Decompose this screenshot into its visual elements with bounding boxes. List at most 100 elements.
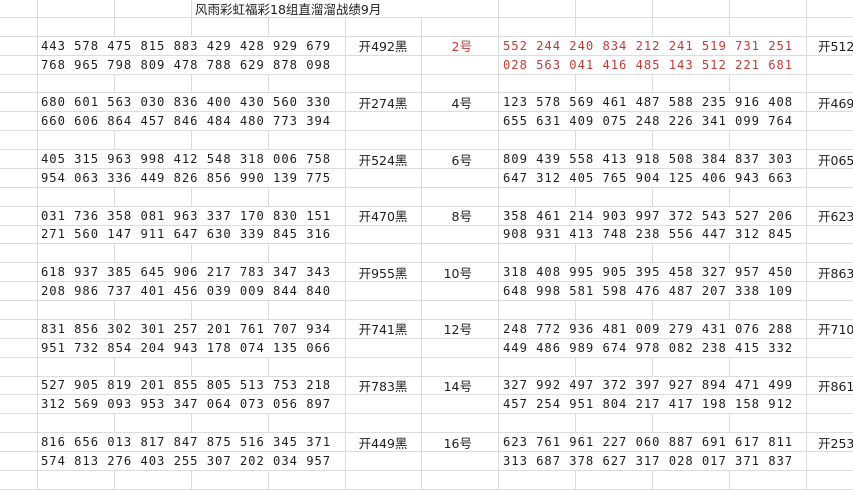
left-numbers[interactable]: 831 856 302 301 257 201 761 707 934 <box>41 321 332 336</box>
right-numbers[interactable]: 457 254 951 804 217 417 198 158 912 <box>503 397 794 412</box>
gridline <box>191 357 192 376</box>
right-result[interactable]: 开253 <box>818 435 853 451</box>
gridline <box>114 357 115 376</box>
left-numbers[interactable]: 618 937 385 645 906 217 783 347 343 <box>41 265 332 280</box>
group-number[interactable]: 10号 <box>443 265 472 281</box>
right-numbers[interactable]: 809 439 558 413 918 508 384 837 303 <box>503 152 794 166</box>
right-result[interactable]: 开710 <box>818 322 853 338</box>
left-numbers[interactable]: 680 601 563 030 836 400 430 560 330 <box>41 95 332 110</box>
gridline <box>729 0 730 17</box>
right-numbers[interactable]: 449 486 989 674 978 082 238 415 332 <box>503 340 794 355</box>
gridline <box>345 36 346 55</box>
right-result[interactable]: 开863 <box>818 265 853 281</box>
right-numbers[interactable]: 313 687 378 627 317 028 017 371 837 <box>503 453 794 468</box>
gridline <box>37 357 38 376</box>
gridline <box>652 357 653 376</box>
gridline <box>37 225 38 244</box>
left-numbers[interactable]: 443 578 475 815 883 429 428 929 679 <box>41 38 332 53</box>
gridline <box>806 357 807 376</box>
gridline <box>806 433 807 451</box>
left-result[interactable]: 开741黑 <box>358 322 408 338</box>
right-numbers[interactable]: 908 931 413 748 238 556 447 312 845 <box>503 227 794 242</box>
group-number[interactable]: 12号 <box>443 322 472 338</box>
gridline <box>345 168 346 187</box>
right-numbers[interactable]: 028 563 041 416 485 143 512 221 681 <box>503 57 794 72</box>
left-result[interactable]: 开274黑 <box>358 95 408 111</box>
gridline <box>421 452 422 470</box>
right-result[interactable]: 开469 <box>818 95 853 111</box>
gridline <box>729 244 730 263</box>
right-numbers[interactable]: 123 578 569 461 487 588 235 916 408 <box>503 95 794 110</box>
group-number[interactable]: 4号 <box>451 95 472 111</box>
left-result[interactable]: 开492黑 <box>358 39 408 55</box>
blank-row <box>0 131 853 151</box>
gridline <box>345 338 346 357</box>
left-result[interactable]: 开524黑 <box>358 152 408 168</box>
right-numbers[interactable]: 327 992 497 372 397 927 894 471 499 <box>503 378 794 393</box>
gridline <box>114 74 115 93</box>
gridline <box>37 112 38 131</box>
gridline <box>421 395 422 414</box>
gridline <box>421 131 422 150</box>
table-row: 405 315 963 998 412 548 318 006 758 809 4… <box>0 150 853 169</box>
gridline <box>498 168 499 187</box>
gridline <box>652 414 653 433</box>
left-numbers[interactable]: 527 905 819 201 855 805 513 753 218 <box>41 378 332 393</box>
left-result[interactable]: 开955黑 <box>358 265 408 281</box>
gridline <box>729 18 730 36</box>
group-number[interactable]: 2号 <box>451 39 472 55</box>
group-number[interactable]: 8号 <box>451 209 472 225</box>
group-number[interactable]: 14号 <box>443 378 472 394</box>
right-numbers[interactable]: 648 998 581 598 476 487 207 338 109 <box>503 284 794 299</box>
right-numbers[interactable]: 358 461 214 903 997 372 543 527 206 <box>503 208 794 223</box>
gridline <box>575 131 576 150</box>
left-numbers[interactable]: 660 606 864 457 846 484 480 773 394 <box>41 114 332 129</box>
left-numbers[interactable]: 574 813 276 403 255 307 202 034 957 <box>41 453 332 468</box>
right-result[interactable]: 开623 <box>818 209 853 225</box>
sheet-title[interactable]: 风雨彩虹福彩18组直溜溜战绩9月 <box>195 2 382 17</box>
gridline <box>268 74 269 93</box>
group-number[interactable]: 16号 <box>443 435 472 451</box>
right-numbers[interactable]: 623 761 961 227 060 887 691 617 811 <box>503 435 794 450</box>
left-result[interactable]: 开470黑 <box>358 209 408 225</box>
left-numbers[interactable]: 951 732 854 204 943 178 074 135 066 <box>41 340 332 355</box>
gridline <box>345 112 346 131</box>
right-numbers[interactable]: 655 631 409 075 248 226 341 099 764 <box>503 114 794 129</box>
gridline <box>806 338 807 357</box>
left-result[interactable]: 开783黑 <box>358 378 408 394</box>
gridline <box>421 376 422 395</box>
left-numbers[interactable]: 405 315 963 998 412 548 318 006 758 <box>41 152 332 166</box>
left-numbers[interactable]: 031 736 358 081 963 337 170 830 151 <box>41 208 332 223</box>
right-result[interactable]: 开861 <box>818 378 853 394</box>
gridline <box>498 150 499 168</box>
left-result[interactable]: 开449黑 <box>358 435 408 451</box>
title-row: 风雨彩虹福彩18组直溜溜战绩9月 <box>0 0 853 18</box>
right-result[interactable]: 开065 <box>818 152 853 168</box>
right-numbers[interactable]: 318 408 995 905 395 458 327 957 450 <box>503 265 794 280</box>
gridline <box>498 55 499 74</box>
gridline <box>421 244 422 263</box>
gridline <box>114 0 115 17</box>
gridline <box>806 376 807 395</box>
gridline <box>191 0 192 17</box>
left-numbers[interactable]: 768 965 798 809 478 788 629 878 098 <box>41 57 332 72</box>
left-numbers[interactable]: 312 569 093 953 347 064 073 056 897 <box>41 397 332 412</box>
left-numbers[interactable]: 954 063 336 449 826 856 990 139 775 <box>41 170 332 185</box>
table-row: 680 601 563 030 836 400 430 560 330 123 5… <box>0 93 853 113</box>
gridline <box>191 74 192 93</box>
right-numbers[interactable]: 552 244 240 834 212 241 519 731 251 <box>503 38 794 53</box>
gridline <box>806 452 807 470</box>
gridline <box>345 414 346 433</box>
right-result[interactable]: 开512 <box>818 39 853 55</box>
table-row: 954 063 336 449 826 856 990 139 775 647 3… <box>0 168 853 188</box>
gridline <box>421 206 422 225</box>
right-numbers[interactable]: 248 772 936 481 009 279 431 076 288 <box>503 321 794 336</box>
left-numbers[interactable]: 208 986 737 401 456 039 009 844 840 <box>41 284 332 299</box>
table-row: 831 856 302 301 257 201 761 707 934 248 7… <box>0 319 853 339</box>
group-number[interactable]: 6号 <box>451 152 472 168</box>
gridline <box>268 301 269 319</box>
left-numbers[interactable]: 816 656 013 817 847 875 516 345 371 <box>41 435 332 450</box>
left-numbers[interactable]: 271 560 147 911 647 630 339 845 316 <box>41 227 332 242</box>
right-numbers[interactable]: 647 312 405 765 904 125 406 943 663 <box>503 170 794 185</box>
